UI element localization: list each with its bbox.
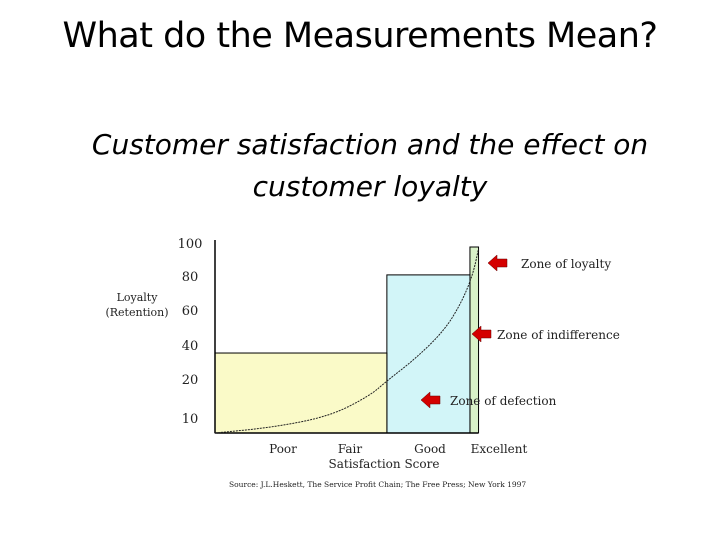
slide-title: What do the Measurements Mean? (62, 16, 659, 56)
y-axis-label-line-1: Loyalty (117, 291, 159, 304)
y-tick-label-80: 80 (182, 270, 199, 285)
y-tick-label-60: 60 (182, 304, 199, 319)
zone-defection-rect (214, 352, 388, 434)
zone-defection-arrow-icon (420, 391, 441, 409)
y-tick-label-40: 40 (182, 339, 199, 354)
y-tick-label-10: 10 (182, 412, 199, 427)
y-tick-labels: 100 80 60 40 20 10 (178, 237, 203, 427)
x-axis-label: Satisfaction Score (329, 457, 440, 471)
x-tick-label-poor: Poor (269, 442, 297, 456)
y-axis-label-line-2: (Retention) (105, 306, 168, 319)
subtitle-line-1: Customer satisfaction and the effect on (91, 128, 649, 161)
zone-loyalty-label: Zone of loyalty (521, 257, 611, 271)
y-tick-label-20: 20 (182, 373, 199, 388)
loyalty-curve (214, 248, 480, 434)
zone-defection-label: Zone of defection (450, 394, 557, 408)
zone-annotations: Zone of loyalty Zone of indifference Zone … (420, 254, 620, 409)
slide-subtitle: Customer satisfaction and the effect on … (0, 124, 720, 208)
x-tick-label-fair: Fair (338, 442, 363, 456)
zone-indifference-rect (386, 274, 471, 434)
x-tick-label-excellent: Excellent (471, 442, 528, 456)
zones-layer (214, 246, 480, 434)
x-tick-label-good: Good (414, 442, 446, 456)
subtitle-line-2: customer loyalty (252, 170, 488, 203)
axes-layer (214, 240, 478, 434)
zone-loyalty-arrow-icon (487, 254, 508, 272)
x-tick-labels: Poor Fair Good Excellent (269, 442, 527, 456)
source-note: Source: J.L.Heskett, The Service Profit … (229, 480, 526, 489)
y-tick-label-100: 100 (178, 237, 203, 252)
zone-indifference-label: Zone of indifference (497, 328, 620, 342)
zone-indifference-arrow-icon (471, 325, 492, 343)
